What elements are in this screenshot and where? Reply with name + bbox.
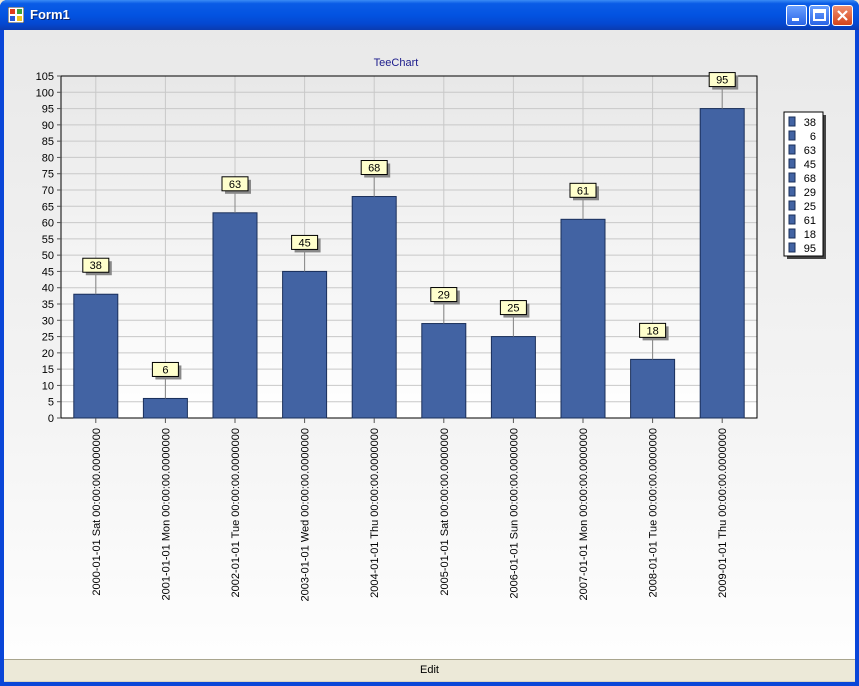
y-tick-label: 20 <box>42 348 54 360</box>
x-tick-label: 2001-01-01 Mon 00:00:00.0000000 <box>160 428 172 600</box>
bar[interactable] <box>73 293 119 419</box>
data-label: 61 <box>577 185 589 197</box>
legend-swatch <box>788 242 796 253</box>
data-label: 18 <box>646 325 658 337</box>
title-bar[interactable]: Form1 <box>0 0 859 30</box>
x-tick-label: 2003-01-01 Wed 00:00:00.0000000 <box>300 428 312 602</box>
y-tick-label: 10 <box>42 380 54 392</box>
x-tick-label: 2000-01-01 Sat 00:00:00.0000000 <box>91 428 103 596</box>
bar-chart: TeeChart 0 5 10 15 20 25 30 35 40 45 50 55 60 65 70 75 8… <box>36 57 826 602</box>
bar[interactable] <box>142 397 188 419</box>
bar[interactable] <box>421 323 467 419</box>
x-tick-label: 2006-01-01 Sun 00:00:00.0000000 <box>508 428 520 599</box>
y-tick-label: 45 <box>42 266 54 278</box>
legend-swatch <box>788 228 796 239</box>
data-label: 68 <box>368 163 380 175</box>
data-label: 45 <box>298 237 310 249</box>
data-label-box <box>639 322 667 338</box>
legend-entry: 68 <box>804 173 816 185</box>
y-tick-label: 80 <box>42 152 54 164</box>
y-tick-label: 75 <box>42 169 54 181</box>
legend-swatch <box>788 172 796 183</box>
form-client-area: TeeChart 0 5 10 15 20 25 30 35 40 45 50 55 60 65 70 75 8… <box>4 30 855 682</box>
x-tick-label: 2004-01-01 Thu 00:00:00.0000000 <box>369 428 381 598</box>
y-tick-label: 90 <box>42 120 54 132</box>
y-tick-label: 85 <box>42 136 54 148</box>
x-tick-label: 2002-01-01 Tue 00:00:00.0000000 <box>230 428 242 597</box>
y-tick-label: 40 <box>42 283 54 295</box>
y-tick-label: 5 <box>48 397 54 409</box>
bar[interactable] <box>282 270 328 419</box>
y-tick-label: 70 <box>42 185 54 197</box>
data-label: 29 <box>438 290 450 302</box>
y-tick-label: 15 <box>42 364 54 376</box>
data-label-box <box>430 287 458 303</box>
data-label: 63 <box>229 179 241 191</box>
data-label-box <box>221 176 249 192</box>
legend-entry: 18 <box>804 229 816 241</box>
maximize-icon <box>813 9 826 21</box>
bar[interactable] <box>490 336 536 419</box>
minimize-icon <box>792 18 799 21</box>
edit-label: Edit <box>420 664 439 676</box>
legend-swatch <box>788 214 796 225</box>
y-tick-label: 25 <box>42 332 54 344</box>
x-tick-label: 2009-01-01 Thu 00:00:00.0000000 <box>717 428 729 598</box>
legend-entry: 95 <box>804 243 816 255</box>
y-tick-label: 35 <box>42 299 54 311</box>
legend-swatch <box>788 186 796 197</box>
bar[interactable] <box>630 358 676 419</box>
data-label: 6 <box>162 364 168 376</box>
y-tick-label: 95 <box>42 104 54 116</box>
y-tick-label: 50 <box>42 250 54 262</box>
data-label-box <box>82 257 110 273</box>
legend-swatch <box>788 158 796 169</box>
data-label: 95 <box>716 75 728 87</box>
maximize-button[interactable] <box>809 5 830 26</box>
legend-entry: 6 <box>810 131 816 143</box>
legend-entry: 38 <box>804 117 816 129</box>
legend-swatch <box>788 116 796 127</box>
data-label: 38 <box>90 260 102 272</box>
bar[interactable] <box>351 196 397 419</box>
y-tick-label: 100 <box>36 87 54 99</box>
chart-title: TeeChart <box>374 57 419 69</box>
data-label-box <box>499 300 527 316</box>
y-tick-label: 0 <box>48 413 54 425</box>
window-title: Form1 <box>30 7 70 22</box>
legend-entry: 25 <box>804 201 816 213</box>
x-tick-label: 2005-01-01 Sat 00:00:00.0000000 <box>439 428 451 596</box>
legend-swatch <box>788 130 796 141</box>
y-tick-label: 105 <box>36 71 54 83</box>
legend-swatch <box>788 144 796 155</box>
bar[interactable] <box>699 108 745 419</box>
bar[interactable] <box>212 212 258 419</box>
legend-entry: 29 <box>804 187 816 199</box>
close-button[interactable] <box>832 5 853 26</box>
legend-swatch <box>788 200 796 211</box>
data-label-box <box>569 182 597 198</box>
data-label-box <box>151 361 179 377</box>
app-icon <box>8 7 24 23</box>
data-label-box <box>360 160 388 176</box>
y-tick-label: 65 <box>42 201 54 213</box>
data-label-box <box>291 234 319 250</box>
close-icon <box>837 10 848 21</box>
x-tick-label: 2007-01-01 Mon 00:00:00.0000000 <box>578 428 590 600</box>
edit-bar[interactable]: Edit <box>4 659 855 682</box>
data-label-box <box>708 72 736 88</box>
legend-entry: 63 <box>804 145 816 157</box>
plot-border <box>60 75 758 419</box>
bar[interactable] <box>560 218 606 419</box>
y-tick-label: 30 <box>42 315 54 327</box>
legend-entry: 61 <box>804 215 816 227</box>
y-tick-label: 55 <box>42 234 54 246</box>
x-tick-label: 2008-01-01 Tue 00:00:00.0000000 <box>648 428 660 597</box>
legend-entry: 45 <box>804 159 816 171</box>
data-label: 25 <box>507 303 519 315</box>
minimize-button[interactable] <box>786 5 807 26</box>
y-tick-label: 60 <box>42 218 54 230</box>
